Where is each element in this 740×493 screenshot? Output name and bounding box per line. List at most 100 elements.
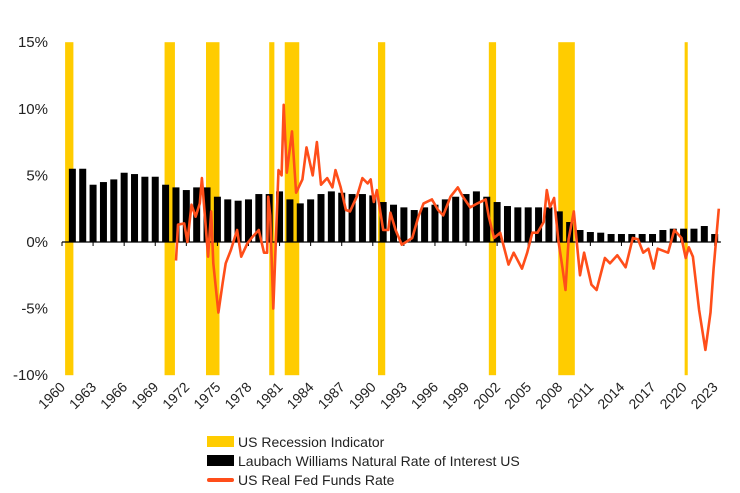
natural-rate-bar	[535, 207, 543, 242]
x-tick-label: 1981	[252, 379, 285, 412]
natural-rate-bar	[638, 234, 646, 242]
natural-rate-bar	[503, 206, 511, 242]
recession-band	[164, 42, 175, 376]
natural-rate-bar	[348, 194, 356, 242]
legend-item-recession: US Recession Indicator	[207, 432, 520, 451]
y-tick-label: 10%	[18, 101, 48, 118]
x-tick-label: 2005	[501, 379, 534, 412]
legend-item-natural-rate: Laubach Williams Natural Rate of Interes…	[207, 451, 520, 470]
natural-rate-bar	[431, 204, 439, 242]
natural-rate-bar	[203, 187, 211, 242]
natural-rate-bar	[462, 194, 470, 242]
natural-rate-bar	[545, 207, 553, 242]
natural-rate-bar	[120, 172, 128, 242]
fed-funds-line	[174, 103, 721, 352]
y-tick-label: 5%	[26, 167, 48, 184]
legend: US Recession Indicator Laubach Williams …	[207, 432, 520, 489]
fed-funds-series-line	[174, 103, 721, 352]
natural-rate-bar	[162, 184, 170, 242]
natural-rate-bar	[224, 199, 232, 242]
legend-label: US Real Fed Funds Rate	[238, 471, 395, 488]
natural-rate-bar	[79, 168, 87, 242]
natural-rate-bar	[89, 184, 97, 242]
natural-rate-bar	[338, 192, 346, 242]
recession-band	[684, 42, 688, 376]
legend-swatch-natural-rate	[207, 455, 234, 466]
legend-label: Laubach Williams Natural Rate of Interes…	[238, 452, 520, 469]
natural-rate-bar	[711, 234, 719, 242]
natural-rate-bar	[369, 195, 377, 242]
y-tick-label: 15%	[18, 34, 48, 51]
natural-rate-bar	[472, 191, 480, 242]
natural-rate-bar	[99, 182, 107, 242]
natural-rate-bar	[649, 234, 657, 242]
axis-labels: 1960196319661969197219751978198119841987…	[13, 34, 721, 412]
x-tick-label: 2011	[564, 379, 597, 412]
natural-rate-bar	[234, 200, 242, 242]
natural-rate-bar	[68, 168, 76, 242]
x-tick-label: 2023	[687, 379, 720, 412]
natural-rate-bar	[493, 202, 501, 242]
y-tick-label: -10%	[13, 367, 48, 384]
natural-rate-bar	[410, 210, 418, 242]
x-tick-label: 2002	[470, 379, 503, 412]
natural-rate-bar	[358, 194, 366, 242]
chart: 1960196319661969197219751978198119841987…	[13, 34, 721, 412]
x-tick-label: 1963	[66, 379, 99, 412]
recession-band	[558, 42, 575, 376]
natural-rate-bar	[421, 207, 429, 242]
legend-label: US Recession Indicator	[238, 433, 385, 450]
legend-item-fed-funds: US Real Fed Funds Rate	[207, 470, 520, 489]
x-tick-label: 1966	[97, 379, 130, 412]
x-tick-label: 1978	[221, 379, 254, 412]
x-tick-label: 1996	[408, 379, 441, 412]
natural-rate-bar	[700, 226, 708, 242]
natural-rate-bar	[659, 230, 667, 242]
x-tick-label: 1999	[439, 379, 472, 412]
natural-rate-bar	[597, 232, 605, 242]
natural-rate-bar	[524, 207, 532, 242]
natural-rate-bar	[286, 199, 294, 242]
x-tick-label: 1987	[314, 379, 347, 412]
x-tick-label: 1984	[283, 379, 316, 412]
natural-rate-bar	[172, 187, 180, 242]
x-tick-label: 2017	[625, 379, 658, 412]
natural-rate-bar	[680, 228, 688, 242]
natural-rate-bar	[617, 234, 625, 242]
x-tick-label: 1972	[159, 379, 192, 412]
natural-rate-bar	[276, 191, 284, 242]
x-tick-label: 1969	[128, 379, 161, 412]
x-tick-label: 1975	[190, 379, 223, 412]
natural-rate-bar	[244, 199, 252, 242]
natural-rate-bar	[555, 211, 563, 242]
natural-rate-bar	[213, 196, 221, 242]
y-tick-label: -5%	[21, 301, 48, 318]
natural-rate-bar	[441, 199, 449, 242]
recession-band	[488, 42, 497, 376]
natural-rate-bar	[586, 232, 594, 242]
x-tick-label: 2008	[532, 379, 565, 412]
natural-rate-bar	[576, 230, 584, 242]
x-tick-label: 1990	[346, 379, 379, 412]
natural-rate-bar	[110, 179, 118, 242]
natural-rate-bar	[296, 203, 304, 242]
natural-rate-bar	[514, 207, 522, 242]
legend-swatch-recession	[207, 436, 234, 447]
natural-rate-bar	[327, 191, 335, 242]
natural-rate-bar	[307, 199, 315, 242]
natural-rate-bar	[131, 174, 139, 242]
natural-rate-bar	[317, 194, 325, 242]
natural-rate-bar	[452, 196, 460, 242]
natural-rate-bar	[255, 194, 263, 242]
axes	[61, 241, 721, 246]
natural-rate-bar	[483, 196, 491, 242]
x-tick-label: 2014	[594, 379, 627, 412]
natural-rate-bar	[400, 207, 408, 242]
natural-rate-bar	[141, 176, 149, 242]
natural-rate-bar	[607, 234, 615, 242]
natural-rate-bar	[182, 190, 190, 242]
natural-rate-bar	[690, 228, 698, 242]
y-tick-label: 0%	[26, 234, 48, 251]
natural-rate-bar	[151, 176, 159, 242]
legend-swatch-fed-funds	[207, 477, 234, 482]
